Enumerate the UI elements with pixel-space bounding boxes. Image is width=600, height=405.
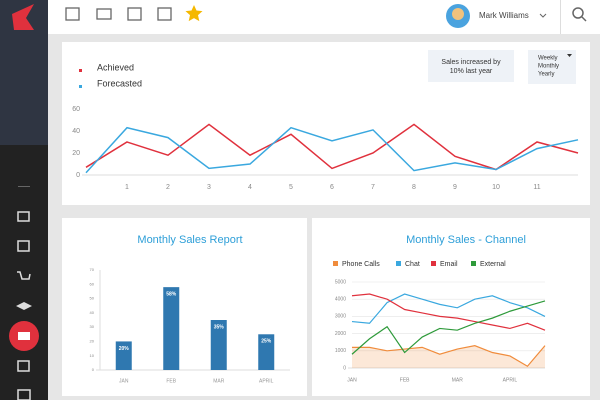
chart-title: Monthly Sales Report <box>137 234 242 246</box>
task-icon[interactable] <box>157 7 172 21</box>
y-tick-label: 30 <box>90 324 95 329</box>
y-tick-label: 4000 <box>335 297 346 303</box>
y-tick-label: 3000 <box>335 314 346 320</box>
bar <box>163 287 180 370</box>
x-tick-label: 3 <box>207 184 211 191</box>
x-tick-label: MAR <box>213 378 225 384</box>
legend-label: Forecasted <box>97 78 142 88</box>
nav-icon[interactable] <box>17 211 30 222</box>
legend-label: External <box>480 261 506 268</box>
x-tick-label: FEB <box>400 377 410 383</box>
annotation: Sales increased by 10% last year <box>441 59 501 75</box>
line <box>351 293 546 331</box>
y-tick-label: 5000 <box>335 279 346 285</box>
y-tick-label: 40 <box>90 310 95 315</box>
chart-title: Monthly Sales - Channel <box>406 234 526 246</box>
user-name[interactable]: Mark Williams <box>479 11 529 20</box>
user-caret[interactable] <box>539 13 547 18</box>
annotation-box <box>428 50 514 82</box>
legend-marker <box>333 261 338 266</box>
divider <box>560 0 561 34</box>
bar <box>115 341 132 370</box>
star-icon[interactable] <box>185 5 203 22</box>
mail-icon[interactable] <box>96 8 112 20</box>
nav-icon[interactable] <box>17 240 30 252</box>
nav-icon[interactable] <box>17 360 30 372</box>
y-tick-label: 0 <box>343 365 346 371</box>
dropdown-option[interactable]: Monthly <box>538 64 559 70</box>
x-tick-label: JAN <box>119 378 129 384</box>
y-tick-label: 0 <box>92 367 95 372</box>
sidebar <box>0 145 48 400</box>
legend-marker <box>471 261 476 266</box>
y-tick-label: 40 <box>72 128 80 135</box>
logo[interactable] <box>12 4 34 30</box>
x-tick-label: APRIL <box>259 378 274 384</box>
y-tick-label: 50 <box>90 296 95 301</box>
y-tick-label: 70 <box>90 267 95 272</box>
dropdown-option[interactable]: Yearly <box>538 72 554 78</box>
x-tick-label: FEB <box>166 378 176 384</box>
x-tick-label: 4 <box>248 184 252 191</box>
y-tick-label: 10 <box>90 353 95 358</box>
x-tick-label: JAN <box>347 377 357 383</box>
line <box>351 293 546 324</box>
search-icon <box>581 16 587 22</box>
legend-label: Chat <box>405 261 420 268</box>
legend-marker <box>396 261 401 266</box>
x-tick-label: 2 <box>166 184 170 191</box>
line <box>352 345 546 368</box>
y-tick-label: 20 <box>72 150 80 157</box>
x-tick-label: MAR <box>452 377 464 383</box>
legend-label: Achieved <box>97 62 134 72</box>
y-tick-label: 1000 <box>335 348 346 354</box>
area <box>352 345 545 368</box>
nav-icon[interactable] <box>16 302 32 310</box>
x-tick-label: 8 <box>412 184 416 191</box>
y-tick-label: 60 <box>90 281 95 286</box>
avatar-face <box>452 8 464 20</box>
dropdown-option[interactable]: Weekly <box>538 56 558 62</box>
x-tick-label: 5 <box>289 184 293 191</box>
value-label: 58% <box>166 291 177 297</box>
divider <box>18 186 30 187</box>
legend-marker <box>79 69 82 72</box>
legend-label: Phone Calls <box>342 261 380 268</box>
x-tick-label: 6 <box>330 184 334 191</box>
x-tick-label: 10 <box>492 184 500 191</box>
value-label: 25% <box>261 339 272 345</box>
top-bar <box>48 0 600 34</box>
line <box>85 126 579 174</box>
y-tick-label: 60 <box>72 106 80 113</box>
bar <box>258 334 275 370</box>
legend-label: Email <box>440 261 458 268</box>
y-tick-label: 2000 <box>335 331 346 337</box>
value-label: 20% <box>119 346 130 352</box>
nav-icon[interactable] <box>17 271 31 280</box>
mail-icon <box>18 332 30 340</box>
line <box>351 300 546 355</box>
bar <box>210 320 227 370</box>
y-tick-label: 20 <box>90 338 95 343</box>
x-tick-label: 1 <box>125 184 129 191</box>
y-tick-label: 0 <box>76 172 80 179</box>
legend-marker <box>431 261 436 266</box>
x-tick-label: APRIL <box>503 377 518 383</box>
x-tick-label: 11 <box>533 184 540 191</box>
value-label: 35% <box>214 324 225 330</box>
calendar-icon[interactable] <box>65 7 80 21</box>
contact-icon[interactable] <box>127 7 142 21</box>
x-tick-label: 7 <box>371 184 375 191</box>
dropdown-caret <box>567 54 572 57</box>
x-tick-label: 9 <box>453 184 457 191</box>
legend-marker <box>79 85 82 88</box>
search-icon[interactable] <box>572 7 584 19</box>
dropdown[interactable] <box>528 50 576 84</box>
